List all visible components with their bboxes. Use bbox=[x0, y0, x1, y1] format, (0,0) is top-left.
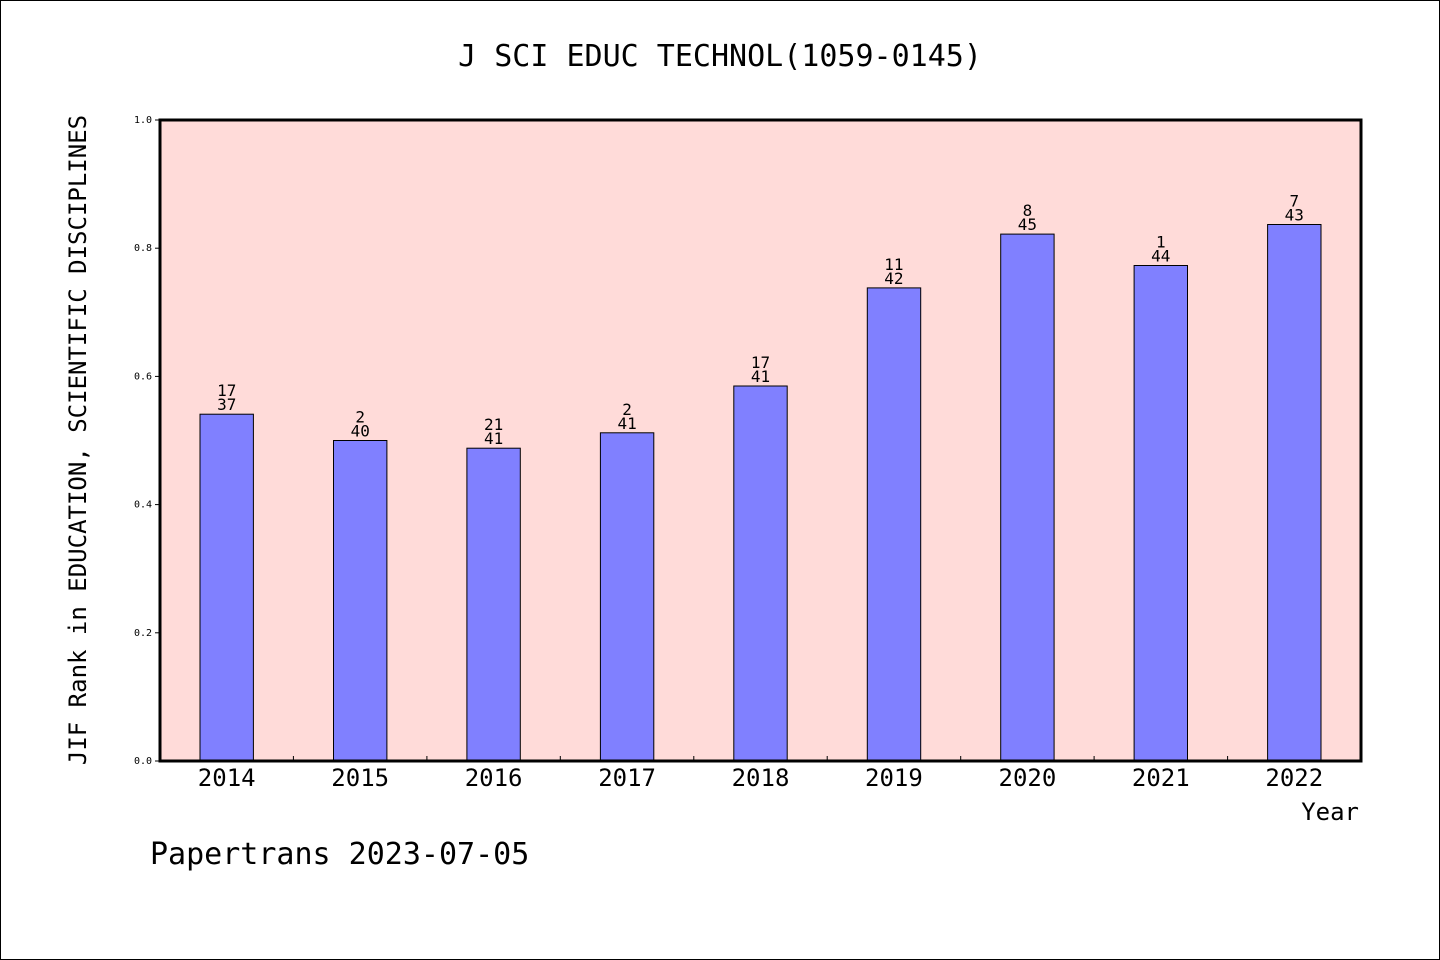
bar-total-label-2020: 45 bbox=[1018, 215, 1037, 234]
footer-text: Papertrans 2023-07-05 bbox=[150, 837, 529, 872]
x-tick-label-2017: 2017 bbox=[598, 764, 656, 792]
y-tick-label: 1.0 bbox=[134, 115, 152, 126]
bar-2021 bbox=[1133, 265, 1188, 762]
x-ticks-group: 2014 2015 2016 2017 2018 2019 2020 2021 2022 bbox=[198, 756, 1323, 792]
y-tick-label: 0.0 bbox=[134, 756, 152, 767]
x-tick-label-2022: 2022 bbox=[1265, 764, 1323, 792]
y-tick-label: 0.4 bbox=[134, 500, 152, 511]
bars-group bbox=[199, 224, 1322, 762]
bar-2016 bbox=[466, 447, 521, 762]
x-tick-label-2016: 2016 bbox=[465, 764, 523, 792]
bar-total-label-2016: 41 bbox=[484, 429, 503, 448]
bar-rank-label-2019: 11 bbox=[884, 255, 903, 274]
y-tick-label: 0.8 bbox=[134, 243, 152, 254]
bar-2020 bbox=[1000, 233, 1055, 762]
y-axis-title: JIF Rank in EDUCATION, SCIENTIFIC DISCIP… bbox=[64, 115, 92, 765]
y-ticks-group: 0.0 0.2 0.4 0.6 0.8 1.0 bbox=[134, 115, 160, 767]
x-tick-label-2014: 2014 bbox=[198, 764, 256, 792]
bar-2017 bbox=[599, 432, 655, 762]
x-tick-label-2019: 2019 bbox=[865, 764, 923, 792]
bar-total-label-2015: 40 bbox=[351, 422, 370, 441]
x-tick-label-2015: 2015 bbox=[331, 764, 389, 792]
plot-border bbox=[158, 118, 1363, 763]
bar-total-label-2017: 41 bbox=[617, 414, 636, 433]
bar-rank-label-2021: 1 bbox=[1156, 233, 1166, 252]
bar-rank-label-2014: 17 bbox=[217, 381, 236, 400]
bar-2022 bbox=[1267, 224, 1322, 762]
bar-2015 bbox=[333, 440, 388, 762]
bar-total-label-2014: 37 bbox=[217, 395, 236, 414]
bar-rank-label-2017: 2 bbox=[622, 400, 632, 419]
bar-total-label-2022: 43 bbox=[1285, 206, 1304, 225]
x-axis-title: Year bbox=[1301, 798, 1359, 826]
x-tick-label-2020: 2020 bbox=[999, 764, 1057, 792]
bar-rank-label-2020: 8 bbox=[1023, 201, 1033, 220]
y-tick-label: 0.2 bbox=[134, 628, 152, 639]
bar-2019 bbox=[866, 287, 922, 762]
x-tick-label-2021: 2021 bbox=[1132, 764, 1190, 792]
x-tick-label-2018: 2018 bbox=[732, 764, 790, 792]
bar-2018 bbox=[733, 385, 788, 762]
bar-total-label-2021: 44 bbox=[1151, 247, 1170, 266]
bar-rank-label-2022: 7 bbox=[1289, 192, 1299, 211]
y-tick-label: 0.6 bbox=[134, 371, 152, 382]
bar-2014 bbox=[199, 413, 254, 762]
bar-rank-label-2015: 2 bbox=[355, 408, 365, 427]
bar-rank-label-2018: 17 bbox=[751, 353, 770, 372]
bar-total-label-2019: 42 bbox=[884, 269, 903, 288]
bar-total-label-2018: 41 bbox=[751, 367, 770, 386]
bar-rank-label-2016: 21 bbox=[484, 415, 503, 434]
chart-title: J SCI EDUC TECHNOL(1059-0145) bbox=[458, 39, 982, 74]
